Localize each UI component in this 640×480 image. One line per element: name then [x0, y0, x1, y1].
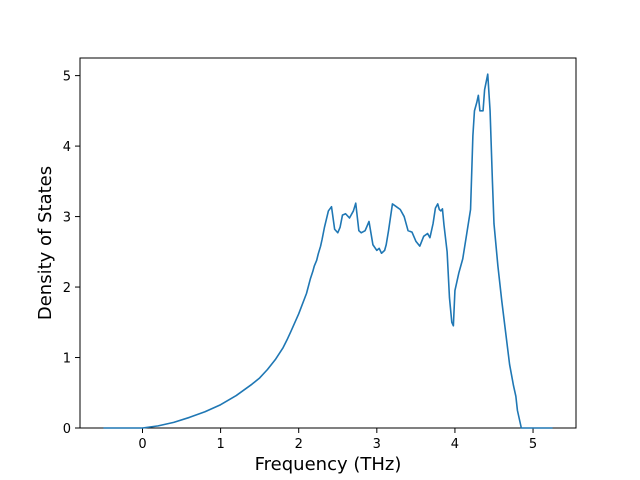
y-tick-label: 1	[63, 352, 71, 367]
y-axis: 0 1 2 3 4 5	[63, 70, 80, 437]
x-tick-label: 4	[451, 437, 459, 452]
plot-frame	[79, 57, 577, 429]
y-tick-label: 3	[63, 211, 71, 226]
y-tick-label: 4	[63, 140, 71, 155]
x-axis: 0 1 2 3 4 5	[138, 428, 537, 452]
y-tick-label: 0	[63, 422, 71, 437]
dos-line	[103, 73, 553, 429]
y-axis-label: Density of States	[35, 166, 56, 320]
y-tick-label: 5	[63, 70, 71, 85]
x-tick-label: 1	[216, 437, 224, 452]
x-tick-label: 5	[529, 437, 537, 452]
x-tick-label: 2	[295, 437, 303, 452]
x-axis-label: Frequency (THz)	[255, 454, 402, 475]
x-tick-label: 0	[138, 437, 146, 452]
x-tick-label: 3	[373, 437, 381, 452]
y-tick-label: 2	[63, 281, 71, 296]
